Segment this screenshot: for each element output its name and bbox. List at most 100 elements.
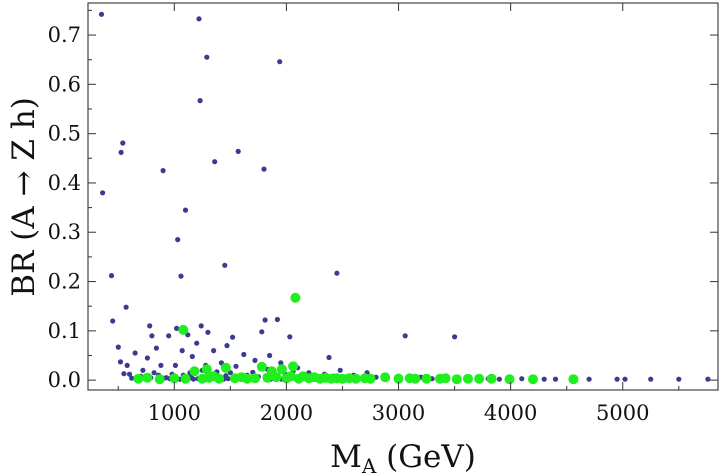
data-point-blue-74: [277, 59, 283, 65]
data-point-blue-24: [166, 333, 172, 339]
data-point-blue-116: [676, 376, 682, 382]
data-point-green-17: [256, 361, 267, 372]
data-point-blue-29: [175, 237, 181, 243]
x-axis-title-main: M: [330, 439, 362, 474]
data-point-blue-4: [115, 344, 121, 350]
data-point-blue-59: [233, 363, 239, 369]
data-point-green-3: [169, 373, 180, 384]
data-point-blue-114: [622, 376, 628, 382]
data-point-blue-28: [174, 325, 180, 331]
data-point-blue-2: [108, 273, 115, 279]
data-point-blue-117: [705, 376, 711, 382]
data-point-green-6: [189, 366, 200, 377]
data-point-blue-27: [172, 362, 178, 368]
data-point-blue-14: [140, 367, 146, 373]
data-point-blue-30: [178, 273, 184, 279]
data-point-green-25: [290, 292, 301, 303]
x-axis-title: MA (GeV): [330, 439, 476, 474]
data-point-green-50: [504, 374, 515, 385]
data-point-blue-110: [552, 376, 559, 382]
y-tick-label-6: 0.6: [48, 72, 81, 96]
data-point-blue-8: [121, 371, 127, 377]
x-tick-label-0: 1000: [148, 401, 201, 425]
data-point-blue-15: [144, 355, 150, 361]
data-point-blue-108: [519, 376, 525, 382]
data-point-blue-112: [586, 376, 592, 382]
data-point-green-4: [178, 324, 189, 335]
data-point-blue-42: [198, 323, 204, 329]
data-point-blue-58: [230, 334, 236, 340]
x-axis-title-subscript: A: [361, 454, 377, 474]
y-tick-label-4: 0.4: [48, 171, 81, 195]
data-point-green-38: [365, 373, 376, 384]
data-point-green-0: [133, 373, 144, 384]
data-point-blue-6: [118, 149, 124, 155]
data-point-green-5: [180, 373, 191, 384]
data-point-blue-56: [224, 343, 230, 349]
data-point-blue-9: [123, 304, 129, 310]
data-point-blue-41: [197, 98, 203, 104]
data-point-blue-31: [179, 348, 185, 354]
data-point-blue-67: [259, 329, 265, 335]
data-point-blue-88: [334, 270, 340, 276]
data-point-blue-49: [211, 348, 217, 354]
y-tick-label-0: 0.0: [48, 368, 81, 392]
data-point-blue-10: [124, 362, 130, 368]
data-point-blue-37: [189, 353, 195, 360]
data-point-blue-65: [252, 357, 258, 363]
data-point-blue-86: [326, 354, 332, 361]
data-point-green-12: [220, 362, 231, 373]
data-point-blue-47: [205, 329, 211, 335]
data-point-blue-3: [110, 318, 116, 324]
data-point-blue-75: [278, 360, 284, 366]
data-point-green-47: [463, 373, 473, 384]
data-point-blue-128: [190, 376, 196, 382]
data-point-blue-5: [117, 359, 124, 365]
data-point-blue-68: [261, 166, 267, 172]
data-point-green-20: [271, 372, 282, 383]
data-point-green-21: [276, 364, 287, 375]
data-point-blue-118: [129, 375, 135, 381]
data-point-blue-102: [452, 334, 458, 340]
data-point-blue-69: [262, 317, 268, 323]
x-tick-label-3: 4000: [484, 401, 537, 425]
data-point-blue-54: [222, 262, 228, 268]
data-point-blue-11: [126, 371, 133, 377]
ticks-layer: 1000 2000 3000 4000 5000 0.0 0.1 0.2 0.3 0.4 0.5 0.…: [48, 3, 718, 425]
data-point-blue-1: [100, 190, 106, 196]
x-tick-label-2: 3000: [372, 401, 425, 425]
data-point-blue-50: [212, 159, 218, 165]
data-point-blue-113: [614, 376, 620, 382]
data-point-blue-115: [648, 376, 654, 382]
data-point-blue-134: [225, 376, 231, 382]
data-point-blue-71: [267, 352, 273, 359]
data-point-blue-78: [287, 334, 293, 340]
data-point-blue-17: [149, 333, 155, 339]
data-point-blue-0: [98, 11, 105, 17]
x-tick-label-4: 5000: [596, 401, 649, 425]
data-point-blue-12: [132, 350, 138, 356]
y-tick-label-5: 0.5: [48, 122, 81, 146]
data-point-blue-16: [147, 323, 153, 329]
plot-frame: [87, 2, 719, 391]
data-point-blue-60: [235, 148, 241, 154]
data-point-green-42: [410, 373, 421, 384]
data-point-green-1: [142, 372, 153, 383]
data-point-blue-106: [496, 376, 502, 382]
points-layer: [98, 11, 711, 385]
data-point-green-11: [214, 373, 225, 384]
y-axis-title: BR (A → Z h): [6, 97, 42, 297]
x-tick-label-1: 2000: [260, 401, 313, 425]
data-point-green-23: [285, 371, 296, 382]
data-point-blue-39: [194, 340, 200, 346]
data-point-blue-18: [151, 370, 157, 376]
data-point-green-45: [440, 373, 451, 384]
data-point-green-48: [474, 373, 485, 384]
y-tick-label-7: 0.7: [48, 23, 81, 47]
data-point-green-52: [568, 374, 579, 385]
data-point-green-24: [288, 361, 299, 372]
data-point-green-49: [486, 373, 497, 384]
y-tick-label-1: 0.1: [48, 319, 81, 343]
